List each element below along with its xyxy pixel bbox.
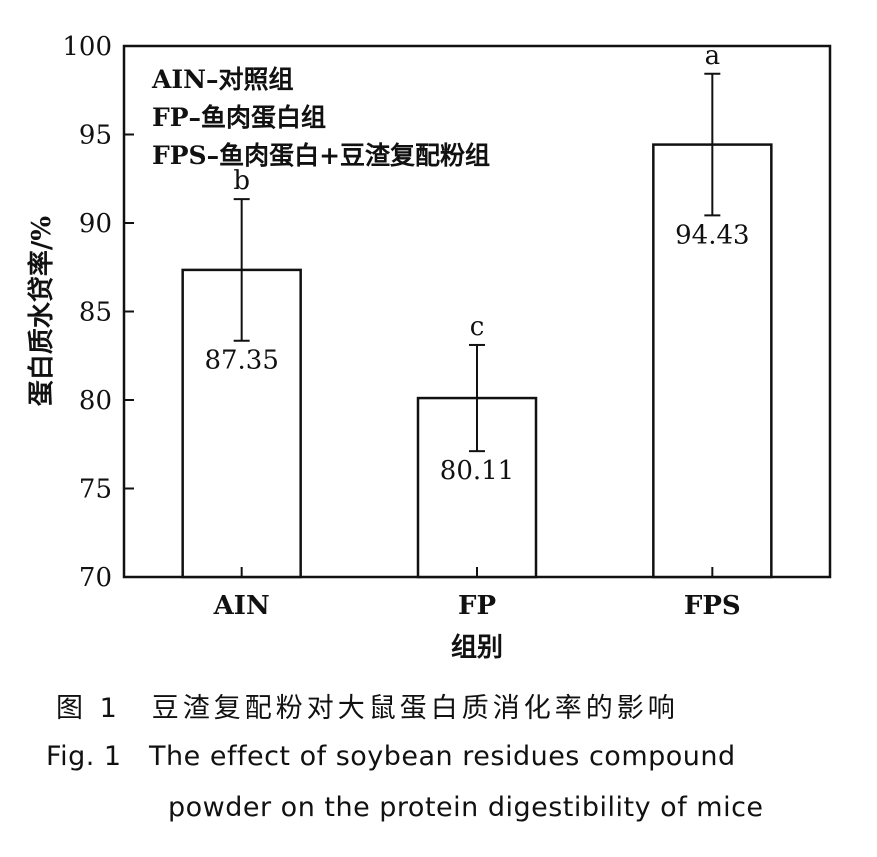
significance-label: c bbox=[470, 312, 485, 342]
significance-label: b bbox=[233, 166, 250, 196]
bars: b 87.35 c 80.11 a 94.43 bbox=[181, 41, 773, 579]
legend-entry: FPS–鱼肉蛋白+豆渣复配粉组 bbox=[152, 141, 490, 170]
data-label: 87.35 bbox=[204, 346, 278, 376]
y-tick-label: 80 bbox=[79, 386, 112, 416]
data-label: 94.43 bbox=[675, 220, 749, 250]
data-label: 80.11 bbox=[440, 456, 514, 486]
figure-caption-en-line2: powder on the protein digestibility of m… bbox=[168, 792, 764, 823]
x-axis: AIN FP FPS bbox=[213, 567, 741, 621]
bar-chart: 70 75 80 85 90 95 100 b 87.35 c 80.11 a 94.43 AIN FP… bbox=[26, 32, 832, 663]
figure-caption-en-line1: Fig. 1 The effect of soybean residues co… bbox=[46, 741, 736, 772]
legend-entry: AIN–对照组 bbox=[151, 65, 293, 94]
x-axis-title: 组别 bbox=[451, 632, 503, 663]
y-tick-label: 90 bbox=[79, 209, 112, 239]
x-tick-label: AIN bbox=[213, 591, 270, 621]
bar-fps bbox=[652, 143, 773, 579]
y-tick-label: 75 bbox=[79, 475, 112, 505]
y-tick-label: 85 bbox=[79, 298, 112, 328]
y-tick-label: 100 bbox=[62, 32, 112, 62]
x-tick-label: FPS bbox=[684, 591, 741, 621]
legend-entry: FP–鱼肉蛋白组 bbox=[152, 103, 326, 132]
x-tick-label: FP bbox=[458, 591, 496, 621]
y-axis-title: 蛋白质水贷率/% bbox=[26, 216, 57, 406]
y-tick-label: 95 bbox=[79, 121, 112, 151]
y-axis: 70 75 80 85 90 95 100 bbox=[62, 32, 134, 593]
legend: AIN–对照组 FP–鱼肉蛋白组 FPS–鱼肉蛋白+豆渣复配粉组 bbox=[151, 65, 490, 170]
y-tick-label: 70 bbox=[79, 563, 112, 593]
figure-caption-zh: 图 1 豆渣复配粉对大鼠蛋白质消化率的影响 bbox=[56, 693, 679, 724]
significance-label: a bbox=[705, 41, 721, 71]
